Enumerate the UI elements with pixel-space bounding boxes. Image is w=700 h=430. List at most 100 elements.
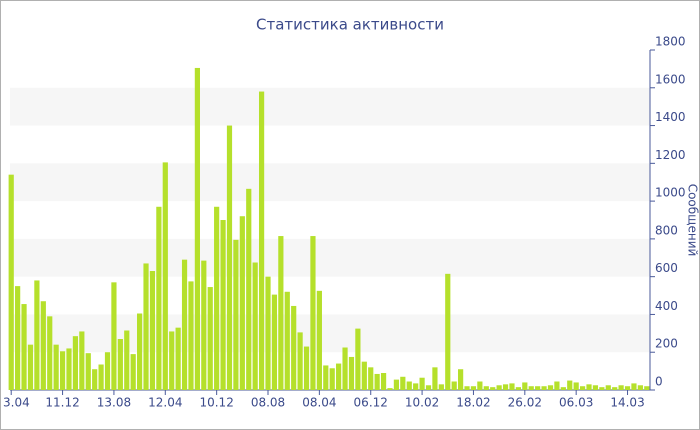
bar — [188, 281, 194, 390]
bar — [143, 263, 149, 390]
bar — [560, 387, 566, 390]
bar — [612, 387, 618, 390]
bar — [194, 67, 200, 390]
bar — [438, 384, 444, 390]
y-tick-label: 600 — [655, 261, 678, 275]
bar — [79, 331, 85, 390]
y-axis-label: Сообщений — [686, 184, 700, 257]
y-tick-label: 1800 — [655, 35, 686, 49]
bar — [265, 276, 271, 390]
bar — [66, 348, 72, 390]
bar — [291, 305, 297, 390]
bar — [342, 347, 348, 390]
bar — [535, 386, 541, 390]
x-tick-label: 10.02 — [405, 396, 439, 410]
bar — [137, 313, 143, 390]
bar — [368, 367, 374, 390]
bar — [573, 382, 579, 390]
bar — [59, 351, 66, 390]
x-tick-label: 3.04 — [3, 396, 30, 410]
bar — [310, 236, 316, 390]
bar — [644, 386, 650, 390]
x-tick-label: 13.08 — [97, 396, 131, 410]
bar — [374, 373, 380, 390]
bar — [592, 385, 599, 390]
bar — [72, 336, 79, 390]
bar — [220, 220, 226, 390]
chart-title: Статистика активности — [256, 16, 444, 34]
bar — [554, 381, 560, 390]
bar — [336, 363, 342, 390]
x-tick-label: 14.03 — [610, 396, 644, 410]
bar — [464, 386, 470, 390]
x-tick-label: 08.08 — [251, 396, 285, 410]
bar — [406, 381, 412, 390]
bar — [355, 328, 361, 390]
bar — [246, 188, 252, 390]
y-tick-label: 800 — [655, 223, 678, 237]
bar — [8, 174, 14, 390]
bar — [522, 382, 528, 390]
bar — [528, 386, 534, 390]
x-tick-label: 18.02 — [456, 396, 490, 410]
bar — [252, 262, 258, 390]
y-tick-label: 1600 — [655, 72, 686, 86]
bar — [149, 271, 156, 390]
bar — [329, 368, 335, 390]
bar — [316, 290, 322, 390]
bar — [130, 354, 136, 390]
bar — [15, 286, 21, 390]
bar — [419, 377, 425, 390]
bar — [226, 125, 233, 391]
bar — [98, 364, 104, 390]
bar — [586, 384, 592, 390]
bar — [271, 294, 278, 390]
bar — [380, 373, 387, 390]
bar — [169, 331, 175, 390]
bar — [104, 352, 111, 390]
bar — [393, 379, 400, 390]
x-tick-label: 26.02 — [508, 396, 542, 410]
bar — [470, 386, 477, 390]
bar — [477, 381, 483, 390]
bar — [181, 259, 188, 390]
bar — [496, 385, 502, 390]
bar — [214, 206, 220, 390]
y-tick-label: 400 — [655, 299, 678, 313]
bar — [361, 361, 367, 390]
bar — [303, 346, 310, 390]
bar — [239, 216, 245, 390]
x-tick-label: 06.03 — [559, 396, 593, 410]
y-tick-label: 1400 — [655, 110, 686, 124]
bar — [53, 344, 59, 390]
bar — [284, 291, 290, 390]
bar — [637, 385, 643, 390]
bar — [47, 316, 53, 390]
bar — [458, 369, 464, 390]
bar — [483, 386, 489, 390]
bar — [207, 287, 213, 390]
x-tick-label: 06.12 — [354, 396, 388, 410]
bar — [400, 376, 406, 390]
y-tick-label: 200 — [655, 337, 678, 351]
x-tick-label: 10.12 — [199, 396, 233, 410]
bar — [258, 91, 265, 391]
bar — [162, 162, 168, 390]
grid-band — [10, 163, 650, 202]
x-tick-label: 11.12 — [45, 396, 79, 410]
bar — [432, 367, 438, 390]
y-tick-label: 0 — [655, 375, 663, 389]
bar — [21, 304, 27, 390]
bar — [579, 386, 586, 390]
grid-band — [10, 238, 650, 277]
bar — [278, 236, 284, 390]
bar — [413, 383, 419, 390]
bar — [85, 353, 91, 390]
x-tick-label: 12.04 — [148, 396, 182, 410]
bar — [605, 385, 611, 390]
bar — [451, 381, 457, 390]
bar — [175, 327, 181, 390]
bar — [445, 273, 451, 390]
bar — [631, 383, 637, 390]
